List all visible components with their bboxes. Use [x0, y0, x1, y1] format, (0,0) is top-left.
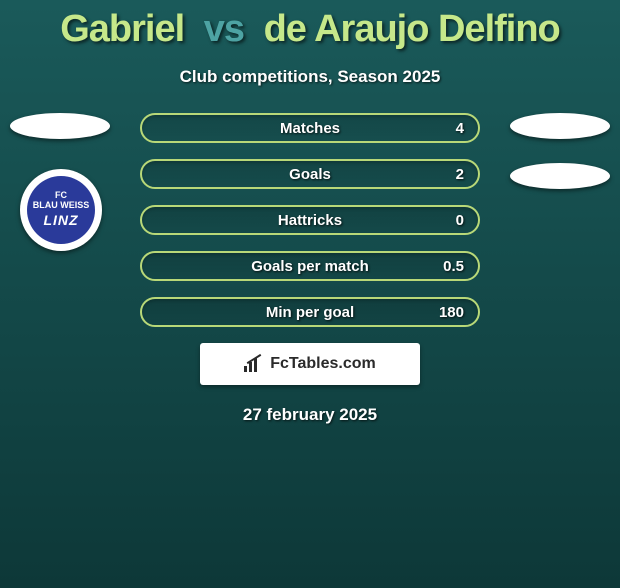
vs-separator: vs [204, 8, 244, 50]
chart-icon [244, 356, 264, 372]
stat-bar: Goals per match 0.5 [140, 251, 480, 281]
stat-value: 0 [456, 212, 464, 229]
subtitle: Club competitions, Season 2025 [0, 67, 620, 87]
stat-label: Goals per match [251, 258, 369, 275]
stat-bar: Matches 4 [140, 113, 480, 143]
stat-value: 4 [456, 120, 464, 137]
stat-value: 0.5 [443, 258, 464, 275]
club-line2: BLAU WEISS [33, 201, 90, 211]
branding-strip: FcTables.com [200, 343, 420, 385]
player2-name: de Araujo Delfino [264, 8, 560, 50]
content-area: FC BLAU WEISS LINZ Matches 4 Goals 2 Hat… [0, 113, 620, 425]
stat-label: Matches [280, 120, 340, 137]
stat-bar: Min per goal 180 [140, 297, 480, 327]
branding-text: FcTables.com [270, 355, 376, 373]
club-badge-inner: FC BLAU WEISS LINZ [27, 176, 95, 244]
stat-value: 180 [439, 304, 464, 321]
player1-name: Gabriel [60, 8, 184, 50]
flag-right-1 [510, 113, 610, 139]
stat-bar: Hattricks 0 [140, 205, 480, 235]
stat-bar: Goals 2 [140, 159, 480, 189]
comparison-title: Gabriel vs de Araujo Delfino [0, 8, 620, 51]
stat-label: Hattricks [278, 212, 342, 229]
club-badge: FC BLAU WEISS LINZ [20, 169, 102, 251]
stat-label: Min per goal [266, 304, 354, 321]
club-line3: LINZ [43, 213, 78, 228]
stat-bars: Matches 4 Goals 2 Hattricks 0 Goals per … [140, 113, 480, 327]
date-text: 27 february 2025 [0, 405, 620, 425]
stat-value: 2 [456, 166, 464, 183]
stat-label: Goals [289, 166, 331, 183]
flag-right-2 [510, 163, 610, 189]
flag-left-1 [10, 113, 110, 139]
